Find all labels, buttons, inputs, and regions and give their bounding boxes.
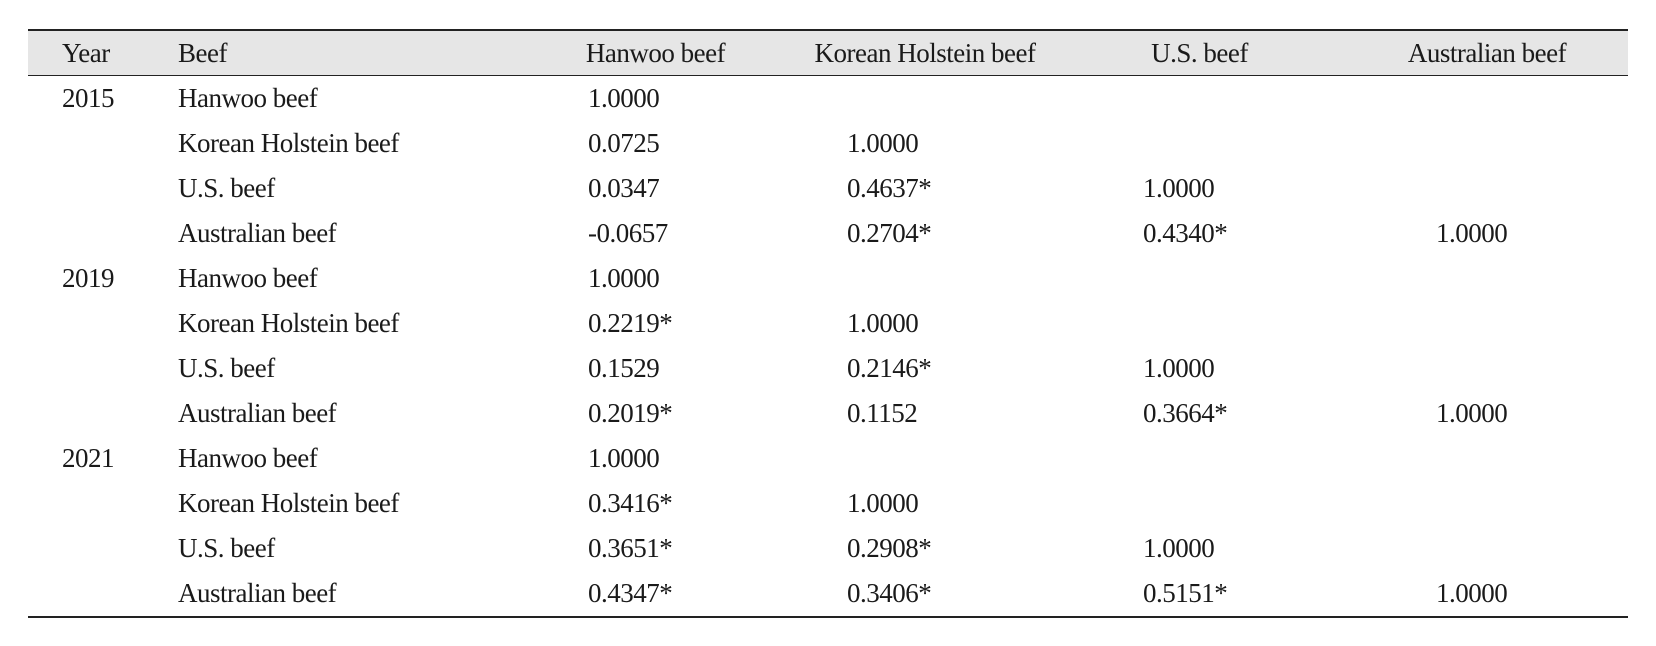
table-row: Korean Holstein beef 0.0725 1.0000 (28, 121, 1628, 166)
cell-beef: Korean Holstein beef (178, 488, 399, 518)
cell-korean-holstein-beef: 0.4637* (847, 173, 932, 203)
cell-australian-beef: 1.0000 (1436, 218, 1508, 248)
cell-australian-beef (1346, 121, 1628, 166)
cell-beef: Korean Holstein beef (178, 128, 399, 158)
cell-us-beef (1073, 76, 1346, 122)
cell-korean-holstein-beef (777, 76, 1073, 122)
cell-beef: U.S. beef (178, 353, 275, 383)
cell-year: 2019 (62, 263, 115, 293)
cell-beef: Hanwoo beef (178, 83, 318, 113)
cell-hanwoo-beef: 0.2019* (588, 398, 673, 428)
cell-hanwoo-beef: 1.0000 (588, 443, 660, 473)
cell-australian-beef (1346, 256, 1628, 301)
correlation-table: Year Beef Hanwoo beef Korean Holstein be… (28, 29, 1628, 618)
cell-hanwoo-beef: 0.2219* (588, 308, 673, 338)
cell-australian-beef (1346, 481, 1628, 526)
cell-hanwoo-beef: 0.3651* (588, 533, 673, 563)
cell-us-beef: 1.0000 (1143, 533, 1215, 563)
cell-hanwoo-beef: 0.4347* (534, 571, 777, 618)
header-row: Year Beef Hanwoo beef Korean Holstein be… (28, 29, 1628, 76)
cell-us-beef (1073, 301, 1346, 346)
cell-hanwoo-beef: 0.1529 (588, 353, 660, 383)
cell-beef: Australian beef (178, 571, 534, 618)
cell-year (28, 166, 178, 211)
table-row: Australian beef 0.4347* 0.3406* 0.5151* 1.00… (28, 571, 1628, 618)
cell-hanwoo-beef: 0.0347 (588, 173, 660, 203)
correlation-table-container: Year Beef Hanwoo beef Korean Holstein be… (28, 29, 1628, 618)
cell-us-beef: 0.4340* (1143, 218, 1228, 248)
cell-year (28, 346, 178, 391)
table-header: Year Beef Hanwoo beef Korean Holstein be… (28, 29, 1628, 76)
cell-australian-beef (1346, 526, 1628, 571)
table-row: Australian beef -0.0657 0.2704* 0.4340* 1.00… (28, 211, 1628, 256)
cell-us-beef (1073, 256, 1346, 301)
cell-australian-beef (1346, 436, 1628, 481)
cell-australian-beef (1346, 166, 1628, 211)
table-row: 2019 Hanwoo beef 1.0000 (28, 256, 1628, 301)
cell-year (28, 121, 178, 166)
table-row: Australian beef 0.2019* 0.1152 0.3664* 1.000… (28, 391, 1628, 436)
cell-year (28, 211, 178, 256)
table-row: U.S. beef 0.1529 0.2146* 1.0000 (28, 346, 1628, 391)
cell-year (28, 301, 178, 346)
cell-beef: Hanwoo beef (178, 443, 318, 473)
cell-year: 2021 (62, 443, 115, 473)
cell-australian-beef: 1.0000 (1436, 398, 1508, 428)
cell-hanwoo-beef: -0.0657 (588, 218, 668, 248)
cell-beef: U.S. beef (178, 173, 275, 203)
cell-beef: Australian beef (178, 398, 337, 428)
cell-hanwoo-beef: 1.0000 (588, 83, 660, 113)
header-korean-holstein-beef: Korean Holstein beef (777, 29, 1073, 76)
cell-korean-holstein-beef: 0.2704* (847, 218, 932, 248)
cell-year (28, 526, 178, 571)
cell-korean-holstein-beef: 1.0000 (847, 308, 919, 338)
cell-us-beef: 0.5151* (1073, 571, 1346, 618)
cell-korean-holstein-beef: 0.2908* (847, 533, 932, 563)
cell-korean-holstein-beef: 0.1152 (847, 398, 918, 428)
cell-year (28, 481, 178, 526)
cell-us-beef: 1.0000 (1143, 173, 1215, 203)
cell-us-beef (1073, 436, 1346, 481)
header-hanwoo-beef: Hanwoo beef (534, 29, 777, 76)
cell-us-beef: 1.0000 (1143, 353, 1215, 383)
cell-beef: U.S. beef (178, 533, 275, 563)
cell-us-beef (1073, 481, 1346, 526)
cell-australian-beef (1346, 346, 1628, 391)
table-row: 2021 Hanwoo beef 1.0000 (28, 436, 1628, 481)
table-row: U.S. beef 0.0347 0.4637* 1.0000 (28, 166, 1628, 211)
header-beef: Beef (178, 29, 534, 76)
cell-year (28, 571, 178, 618)
cell-year: 2015 (62, 83, 115, 113)
header-australian-beef: Australian beef (1346, 29, 1628, 76)
cell-korean-holstein-beef (777, 256, 1073, 301)
cell-korean-holstein-beef (777, 436, 1073, 481)
cell-australian-beef: 1.0000 (1346, 571, 1628, 618)
cell-beef: Hanwoo beef (178, 263, 318, 293)
header-year: Year (28, 29, 178, 76)
cell-hanwoo-beef: 1.0000 (588, 263, 660, 293)
cell-beef: Korean Holstein beef (178, 308, 399, 338)
cell-hanwoo-beef: 0.3416* (588, 488, 673, 518)
cell-australian-beef (1346, 76, 1628, 122)
cell-us-beef (1073, 121, 1346, 166)
table-row: 2015 Hanwoo beef 1.0000 (28, 76, 1628, 122)
cell-korean-holstein-beef: 1.0000 (847, 128, 919, 158)
table-row: U.S. beef 0.3651* 0.2908* 1.0000 (28, 526, 1628, 571)
cell-hanwoo-beef: 0.0725 (588, 128, 660, 158)
cell-us-beef: 0.3664* (1143, 398, 1228, 428)
cell-year (28, 391, 178, 436)
header-us-beef: U.S. beef (1073, 29, 1346, 76)
cell-australian-beef (1346, 301, 1628, 346)
table-body: 2015 Hanwoo beef 1.0000 Korean Holstein bee… (28, 76, 1628, 618)
cell-beef: Australian beef (178, 218, 337, 248)
cell-korean-holstein-beef: 1.0000 (847, 488, 919, 518)
table-row: Korean Holstein beef 0.2219* 1.0000 (28, 301, 1628, 346)
table-row: Korean Holstein beef 0.3416* 1.0000 (28, 481, 1628, 526)
cell-korean-holstein-beef: 0.2146* (847, 353, 932, 383)
cell-korean-holstein-beef: 0.3406* (777, 571, 1073, 618)
